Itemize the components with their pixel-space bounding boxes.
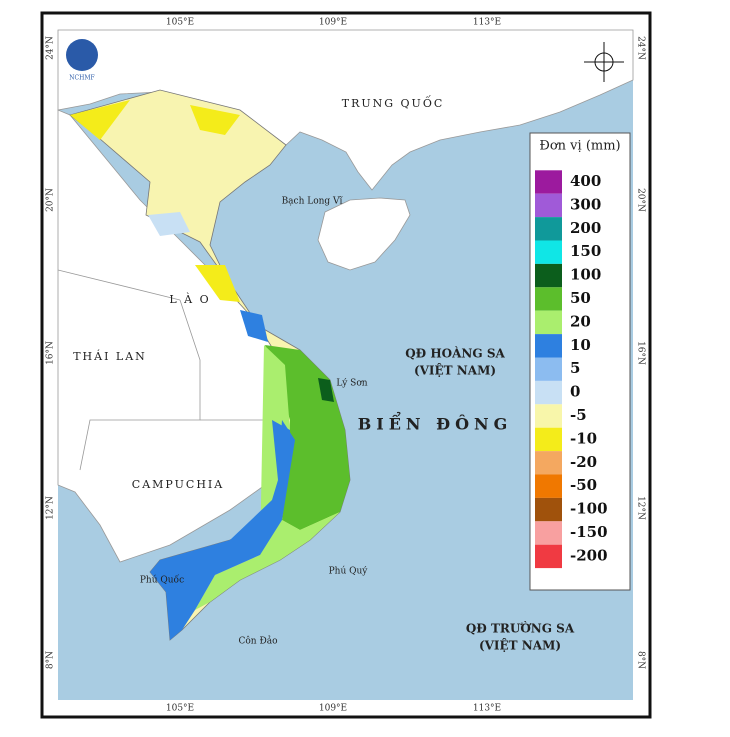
- place-label: Phú Quốc: [140, 575, 184, 586]
- legend-swatch: [535, 474, 562, 498]
- legend-swatch: [535, 451, 562, 475]
- place-label: THÁI LAN: [73, 349, 147, 363]
- lon-label: 109°E: [319, 704, 347, 714]
- lon-label: 113°E: [473, 18, 501, 28]
- legend-swatch: [535, 380, 562, 405]
- legend-label: -100: [570, 500, 608, 518]
- legend-swatch: [535, 427, 562, 452]
- lon-label: 105°E: [166, 704, 194, 714]
- legend-label: -10: [570, 429, 597, 447]
- place-label: QĐ TRƯỜNG SA: [466, 620, 575, 636]
- lat-label: 24°N: [46, 36, 56, 60]
- lat-label: 8°N: [636, 651, 646, 669]
- legend-swatch: [535, 357, 562, 381]
- legend-label: 200: [570, 219, 601, 237]
- legend-title: Đơn vị (mm): [539, 139, 620, 154]
- legend-label: 10: [570, 336, 591, 354]
- legend-label: -150: [570, 523, 608, 541]
- zone-lightblue: [148, 212, 190, 236]
- legend-swatch: [535, 334, 562, 358]
- logo: [66, 39, 98, 71]
- legend-label: 150: [570, 242, 601, 260]
- legend-label: 5: [570, 359, 580, 377]
- lon-label: 105°E: [166, 18, 194, 28]
- place-label: TRUNG QUỐC: [342, 95, 445, 110]
- legend-swatch: [535, 287, 562, 311]
- legend-label: -200: [570, 546, 608, 564]
- zone-darkgreen: [318, 378, 334, 402]
- place-label: L À O: [169, 292, 210, 306]
- legend-label: 400: [570, 172, 601, 190]
- zone-blue: [272, 420, 290, 480]
- lat-label: 12°N: [46, 496, 56, 520]
- legend-label: 50: [570, 289, 591, 307]
- legend-label: -20: [570, 453, 597, 471]
- lat-label: 8°N: [46, 651, 56, 669]
- legend-label: 20: [570, 312, 591, 330]
- legend-swatch: [535, 310, 562, 335]
- legend-swatch: [535, 497, 562, 522]
- lon-label: 113°E: [473, 704, 501, 714]
- place-label: Bạch Long Vĩ: [282, 197, 343, 207]
- place-label: Lý Sơn: [336, 378, 367, 389]
- legend-label: 100: [570, 266, 601, 284]
- lat-label: 16°N: [636, 341, 646, 365]
- logo-label: NCHMF: [69, 75, 94, 82]
- lat-label: 20°N: [636, 188, 646, 212]
- land-hainan: [317, 197, 411, 271]
- legend-swatch: [535, 240, 562, 264]
- legend-swatch: [535, 544, 562, 569]
- legend-label: -5: [570, 406, 587, 424]
- lat-label: 24°N: [636, 36, 646, 60]
- zone-yellow: [195, 265, 240, 302]
- legend-label: 300: [570, 195, 601, 213]
- zone-yellow: [70, 100, 130, 140]
- legend-swatch: [535, 263, 562, 288]
- lon-label: 109°E: [319, 18, 347, 28]
- lat-label: 20°N: [46, 188, 56, 212]
- place-label: Phú Quý: [329, 566, 369, 577]
- zone-blue: [240, 310, 268, 342]
- compass: [584, 42, 624, 82]
- place-label: (VIỆT NAM): [414, 363, 496, 378]
- place-label: Côn Đảo: [238, 636, 277, 647]
- lat-label: 12°N: [636, 496, 646, 520]
- legend-swatch: [535, 217, 562, 241]
- zone-yellow: [190, 105, 240, 135]
- legend-swatch: [535, 404, 562, 428]
- legend-swatch: [535, 521, 562, 545]
- legend-label: 0: [570, 383, 580, 401]
- legend-swatch: [535, 193, 562, 218]
- legend-swatch: [535, 170, 562, 194]
- place-label: BIỂN ĐÔNG: [358, 411, 513, 434]
- place-label: (VIỆT NAM): [479, 638, 561, 653]
- lat-label: 16°N: [46, 341, 56, 365]
- border: [57, 269, 181, 301]
- zone-blue: [150, 420, 295, 640]
- legend-label: -50: [570, 476, 597, 494]
- place-label: QĐ HOÀNG SA: [405, 346, 505, 361]
- zone-lightgreen: [195, 345, 340, 610]
- place-label: CAMPUCHIA: [132, 478, 224, 491]
